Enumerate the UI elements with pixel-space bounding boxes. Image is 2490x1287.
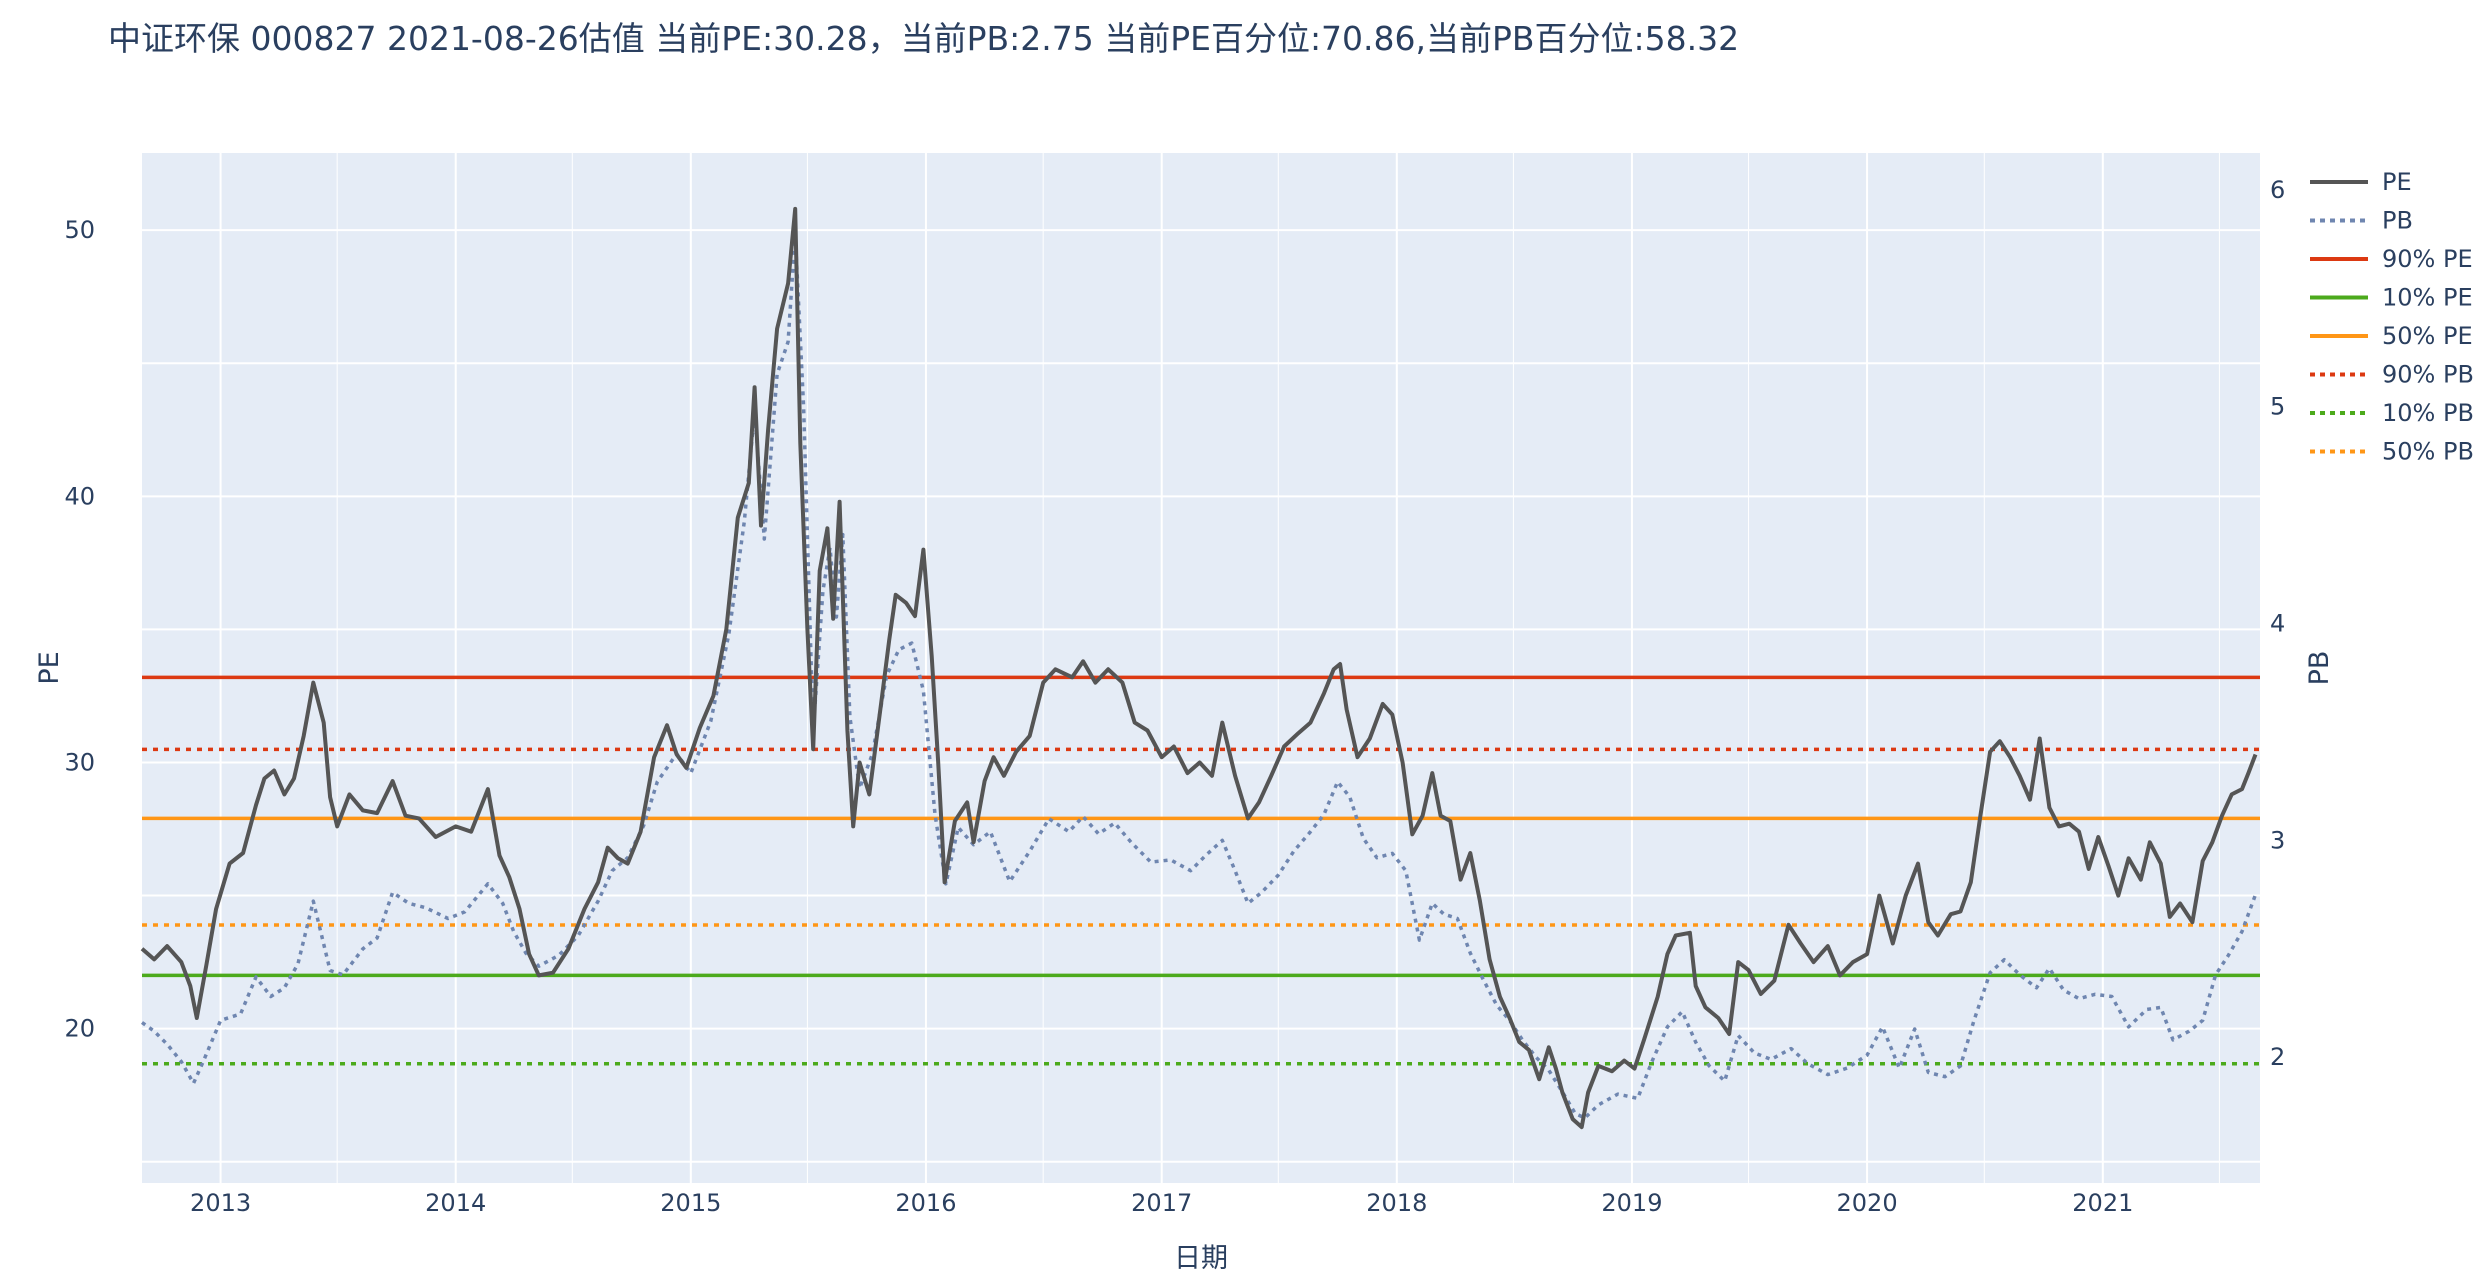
plot-area (142, 153, 2260, 1183)
y-tick-label: 40 (64, 482, 95, 510)
legend: PE PB 90% PE 10% PE 50% PE 90% PB 10% PB 50% PB (2310, 168, 2474, 466)
y-tick-label: 30 (64, 748, 95, 776)
legend-item-label: 50% PE (2382, 322, 2473, 350)
legend-item-label: 50% PB (2382, 438, 2474, 466)
x-tick-label: 2020 (1837, 1189, 1898, 1217)
y2-tick-label: 6 (2270, 176, 2285, 204)
y2-tick-label: 5 (2270, 393, 2285, 421)
x-tick-label: 2021 (2072, 1189, 2133, 1217)
y-axis-title: PE (34, 651, 65, 684)
gridlines (142, 153, 2260, 1183)
legend-item-label: 10% PB (2382, 399, 2474, 427)
series-line-pe (140, 206, 2258, 1130)
x-tick-label: 2014 (425, 1189, 486, 1217)
y2-tick-label: 2 (2270, 1043, 2285, 1071)
reference-lines (142, 675, 2260, 1066)
y2-axis-title: PB (2304, 651, 2335, 686)
series-line-pb (140, 231, 2258, 1120)
legend-item-label: PE (2382, 168, 2412, 196)
x-axis-ticks: 2013 2014 2015 2016 2017 2018 2019 2020 2021 (190, 1189, 2133, 1217)
y2-axis-ticks: 2 3 4 5 6 (2270, 176, 2285, 1071)
x-axis-title: 日期 (1174, 1243, 1228, 1274)
y2-tick-label: 4 (2270, 610, 2285, 638)
y-tick-label: 20 (64, 1015, 95, 1043)
x-tick-label: 2016 (895, 1189, 956, 1217)
x-tick-label: 2017 (1131, 1189, 1192, 1217)
x-tick-label: 2015 (660, 1189, 721, 1217)
x-tick-label: 2019 (1601, 1189, 1662, 1217)
x-tick-label: 2018 (1366, 1189, 1427, 1217)
y2-tick-label: 3 (2270, 826, 2285, 854)
legend-item-label: 90% PB (2382, 361, 2474, 389)
legend-item-label: PB (2382, 207, 2413, 235)
chart-title: 中证环保 000827 2021-08-26估值 当前PE:30.28，当前PB… (108, 19, 1739, 58)
y-tick-label: 50 (64, 216, 95, 244)
legend-item-label: 90% PE (2382, 245, 2473, 273)
data-series (140, 206, 2258, 1130)
legend-item-label: 10% PE (2382, 284, 2473, 312)
x-tick-label: 2013 (190, 1189, 251, 1217)
y-axis-ticks: 20 30 40 50 (64, 216, 95, 1042)
